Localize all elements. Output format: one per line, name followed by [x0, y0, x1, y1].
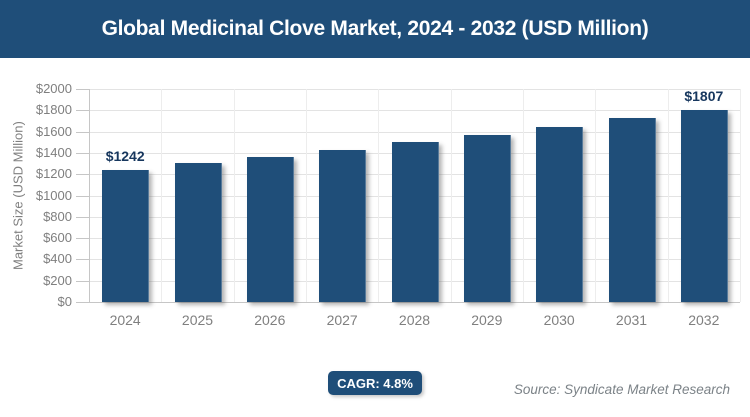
x-tick-label: 2026: [254, 312, 286, 328]
x-tick-label: 2024: [109, 312, 141, 328]
y-tick-label: $2000: [35, 81, 72, 96]
bar-2028: [391, 142, 439, 302]
y-tick-label: $1400: [35, 144, 72, 160]
bar-2024: [102, 169, 150, 302]
y-tick-mark: [76, 174, 89, 176]
x-tick-label: 2027: [326, 312, 358, 328]
x-tick-label: 2029: [471, 312, 503, 328]
y-axis-line: [89, 89, 90, 303]
gridline-vertical: [161, 89, 163, 302]
gridline-vertical: [740, 89, 741, 302]
x-tick-label: 2025: [181, 312, 214, 328]
y-tick-mark: [76, 280, 89, 282]
gridline-horizontal: [89, 131, 740, 133]
source-credit: Source: Syndicate Market Research: [513, 382, 730, 397]
bar-value-label: $1242: [105, 147, 145, 164]
x-tick-label: 2030: [543, 312, 575, 328]
y-tick-label: $1800: [35, 102, 72, 118]
y-tick-mark: [76, 259, 89, 261]
gridline-vertical: [595, 89, 597, 302]
y-tick-mark: [76, 238, 89, 240]
cagr-badge: CAGR: 4.8%: [328, 371, 422, 395]
bar-2029: [463, 134, 511, 302]
bar-2025: [174, 163, 222, 302]
x-axis-line: [89, 302, 740, 303]
bar-2027: [319, 149, 367, 302]
y-tick-mark: [76, 131, 89, 133]
cagr-badge-label: CAGR: 4.8%: [337, 375, 413, 391]
y-tick-mark: [76, 302, 89, 303]
y-tick-mark: [76, 195, 89, 197]
y-tick-label: $200: [43, 272, 72, 288]
gridline-vertical: [450, 89, 452, 302]
y-tick-label: $400: [43, 251, 72, 267]
x-tick-label: 2031: [615, 312, 648, 328]
bar-2031: [608, 118, 656, 302]
y-tick-label: $1600: [35, 123, 72, 139]
bar-2032: [680, 109, 728, 302]
gridline-vertical: [523, 89, 524, 302]
y-tick-mark: [76, 216, 89, 218]
plot-area: $0 $200 $400 $600 $800 $1000 $1200 $1400 $1600 $1…: [36, 81, 741, 328]
gridline-vertical: [667, 89, 669, 302]
gridline-vertical: [306, 89, 307, 302]
bar-value-label: $1807: [684, 87, 724, 104]
y-tick-label: $0: [57, 294, 72, 309]
gridline-horizontal: [89, 110, 740, 112]
bar-2026: [246, 156, 294, 302]
y-tick-mark: [76, 89, 89, 90]
y-tick-label: $800: [43, 208, 72, 224]
x-tick-label: 2032: [688, 312, 720, 328]
chart-title-bar: Global Medicinal Clove Market, 2024 - 20…: [0, 0, 750, 58]
x-tick-label: 2028: [398, 312, 431, 328]
y-tick-label: $1200: [35, 166, 72, 182]
gridline-vertical: [233, 89, 235, 302]
gridline-vertical: [378, 89, 380, 302]
y-tick-label: $1000: [35, 187, 72, 203]
bar-2030: [536, 126, 584, 302]
y-tick-label: $600: [43, 230, 72, 246]
y-tick-mark: [76, 152, 89, 154]
y-tick-mark: [76, 110, 89, 112]
chart-title: Global Medicinal Clove Market, 2024 - 20…: [101, 17, 649, 40]
gridline-horizontal: [89, 89, 740, 90]
